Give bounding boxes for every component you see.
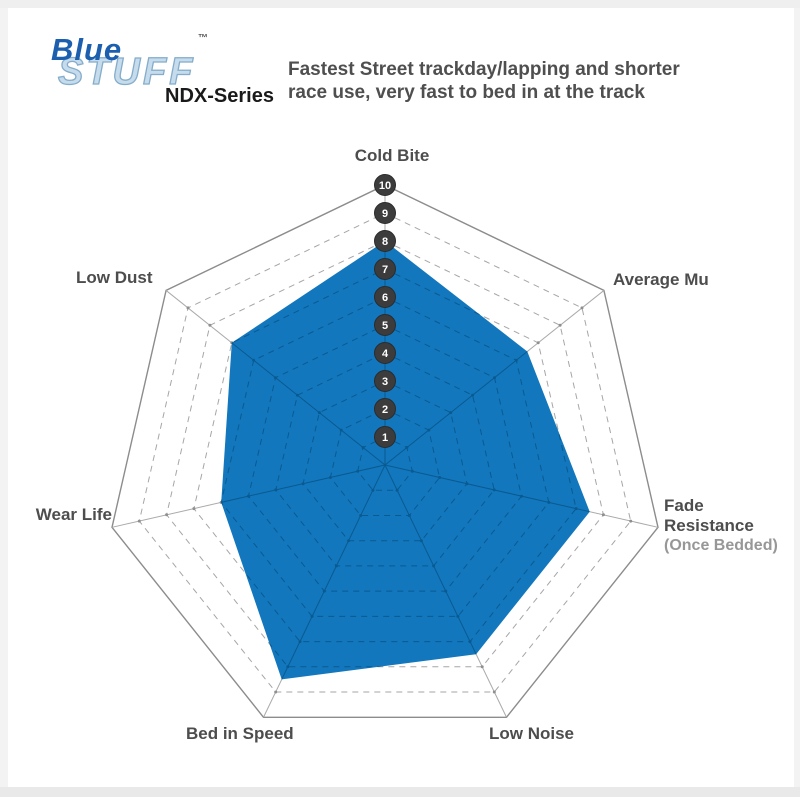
logo: STUFF Blue ™ NDX-Series bbox=[45, 32, 280, 114]
scale-tick-number-2: 2 bbox=[382, 404, 388, 416]
scale-tick-number-5: 5 bbox=[382, 320, 388, 332]
axis-label-fade-line1: Fade bbox=[664, 496, 704, 515]
scale-tick-circle-4 bbox=[374, 342, 396, 364]
axis-label-wear-life: Wear Life bbox=[35, 505, 112, 524]
axis-label-low-dust: Low Dust bbox=[76, 268, 153, 287]
axis-label-fade-line2: Resistance bbox=[664, 516, 754, 535]
scale-tick-number-1: 1 bbox=[382, 432, 388, 444]
axis-label-cold-bite: Cold Bite bbox=[354, 146, 430, 165]
scale-tick-circle-9 bbox=[374, 202, 396, 224]
scale-ticks: 10 9 8 7 6 5 4 3 2 1 bbox=[374, 174, 396, 448]
product-description-line1: Fastest Street trackday/lapping and shor… bbox=[288, 59, 680, 80]
data-polygon bbox=[221, 241, 590, 680]
scale-tick-circle-8 bbox=[374, 230, 396, 252]
logo-trademark: ™ bbox=[198, 33, 208, 44]
scale-tick-number-3: 3 bbox=[382, 376, 388, 388]
product-description-line2: race use, very fast to bed in at the tra… bbox=[288, 82, 645, 103]
scale-tick-circle-5 bbox=[374, 314, 396, 336]
product-description: Fastest Street trackday/lapping and shor… bbox=[288, 58, 680, 104]
scale-tick-circle-10 bbox=[374, 174, 396, 196]
logo-stuff-text: STUFF bbox=[57, 50, 196, 93]
scale-tick-number-7: 7 bbox=[382, 264, 388, 276]
scale-tick-circle-2 bbox=[374, 398, 396, 420]
scale-tick-circle-3 bbox=[374, 370, 396, 392]
scale-tick-number-8: 8 bbox=[382, 236, 388, 248]
scale-tick-number-10: 10 bbox=[379, 180, 391, 192]
axis-label-bed-in-speed: Bed in Speed bbox=[186, 724, 294, 743]
axis-label-low-noise: Low Noise bbox=[489, 724, 575, 743]
logo-blue-text: Blue bbox=[51, 32, 123, 67]
scale-tick-circle-6 bbox=[374, 286, 396, 308]
scale-tick-number-4: 4 bbox=[382, 348, 389, 360]
logo-series-text: NDX-Series bbox=[165, 85, 274, 107]
scale-tick-number-9: 9 bbox=[382, 208, 388, 220]
scale-tick-circle-1 bbox=[374, 426, 396, 448]
scale-tick-circle-7 bbox=[374, 258, 396, 280]
axis-label-fade-line3: (Once Bedded) bbox=[664, 537, 778, 554]
scale-tick-number-6: 6 bbox=[382, 292, 388, 304]
axis-label-average-mu: Average Mu bbox=[613, 270, 709, 289]
axis-label-fade-resistance: Fade Resistance (Once Bedded) bbox=[664, 496, 778, 556]
